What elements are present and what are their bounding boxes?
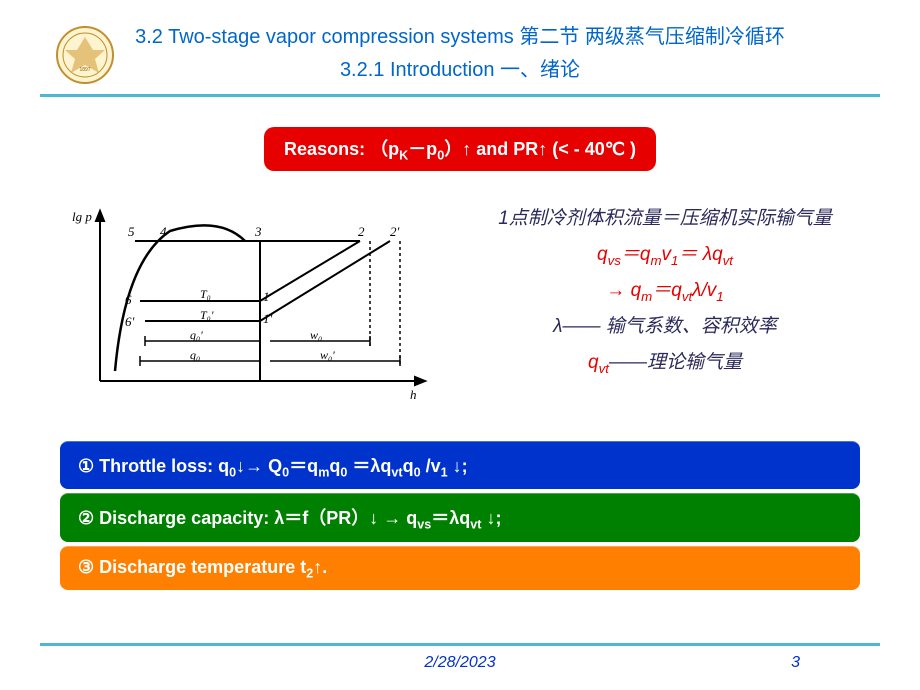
svg-text:w₀': w₀' bbox=[320, 348, 335, 362]
page-number: 3 bbox=[791, 654, 800, 672]
reasons-sub: K bbox=[399, 149, 408, 163]
equations: 1点制冷剂体积流量＝压缩机实际输气量 qvs＝qmv1＝ λqvt → qm＝q… bbox=[470, 201, 860, 381]
eq-line5: qvt——理论输气量 bbox=[470, 345, 860, 381]
reasons-text: －p bbox=[408, 139, 437, 159]
university-logo: 1897 bbox=[55, 25, 115, 85]
footer-date: 2/28/2023 bbox=[424, 654, 495, 672]
reasons-text: ）↑ and PR↑ (< - 40℃ ) bbox=[444, 139, 636, 159]
svg-text:3: 3 bbox=[254, 224, 262, 239]
reasons-row: Reasons: （pK－p0）↑ and PR↑ (< - 40℃ ) bbox=[60, 127, 860, 171]
svg-text:6': 6' bbox=[125, 314, 135, 329]
axis-label-x: h bbox=[410, 387, 417, 402]
discharge-temp-box: ③ Discharge temperature t2↑. bbox=[60, 546, 860, 591]
svg-text:4: 4 bbox=[160, 224, 167, 239]
eq-line4: λ—— 输气系数、容积效率 bbox=[470, 309, 860, 345]
slide-header: 1897 3.2 Two-stage vapor compression sys… bbox=[0, 0, 920, 90]
svg-text:q₀': q₀' bbox=[190, 328, 203, 342]
footer-row: 2/28/2023 3 bbox=[0, 654, 920, 672]
svg-text:1897: 1897 bbox=[79, 67, 90, 73]
discharge-capacity-box: ② Discharge capacity: λ＝f（PR）↓ → qvs＝λqv… bbox=[60, 493, 860, 542]
reasons-box: Reasons: （pK－p0）↑ and PR↑ (< - 40℃ ) bbox=[264, 127, 656, 171]
reasons-text: Reasons: （p bbox=[284, 139, 399, 159]
middle-row: lg p h 5 4 3 2 2' 6 6' 1 1' T₀ T₀' q₀' q… bbox=[60, 201, 860, 416]
svg-text:T₀: T₀ bbox=[200, 287, 211, 301]
slide-footer: 2/28/2023 3 bbox=[0, 643, 920, 672]
info-boxes: ① Throttle loss: q0↓→ Q0＝qmq0 ＝λqvtq0 /v… bbox=[60, 441, 860, 591]
svg-text:1: 1 bbox=[263, 289, 270, 304]
title-main: 3.2 Two-stage vapor compression systems … bbox=[40, 20, 880, 49]
eq-line1: 1点制冷剂体积流量＝压缩机实际输气量 bbox=[470, 201, 860, 237]
slide-content: Reasons: （pK－p0）↑ and PR↑ (< - 40℃ ) bbox=[0, 97, 920, 590]
title-sub: 3.2.1 Introduction 一、绪论 bbox=[40, 53, 880, 82]
eq-line2: qvs＝qmv1＝ λqvt bbox=[470, 237, 860, 273]
axis-label-y: lg p bbox=[72, 209, 92, 224]
throttle-loss-box: ① Throttle loss: q0↓→ Q0＝qmq0 ＝λqvtq0 /v… bbox=[60, 441, 860, 490]
svg-text:T₀': T₀' bbox=[200, 308, 214, 322]
svg-text:6: 6 bbox=[125, 292, 132, 307]
eq-line3: → qm＝qvtλ/v1 bbox=[470, 273, 860, 309]
ph-diagram: lg p h 5 4 3 2 2' 6 6' 1 1' T₀ T₀' q₀' q… bbox=[60, 201, 440, 416]
svg-text:w₀: w₀ bbox=[310, 328, 322, 342]
svg-text:2: 2 bbox=[358, 224, 365, 239]
svg-text:5: 5 bbox=[128, 224, 135, 239]
svg-text:2': 2' bbox=[390, 224, 400, 239]
footer-rule bbox=[40, 643, 880, 646]
svg-text:q₀: q₀ bbox=[190, 348, 200, 362]
svg-text:1': 1' bbox=[263, 311, 273, 326]
